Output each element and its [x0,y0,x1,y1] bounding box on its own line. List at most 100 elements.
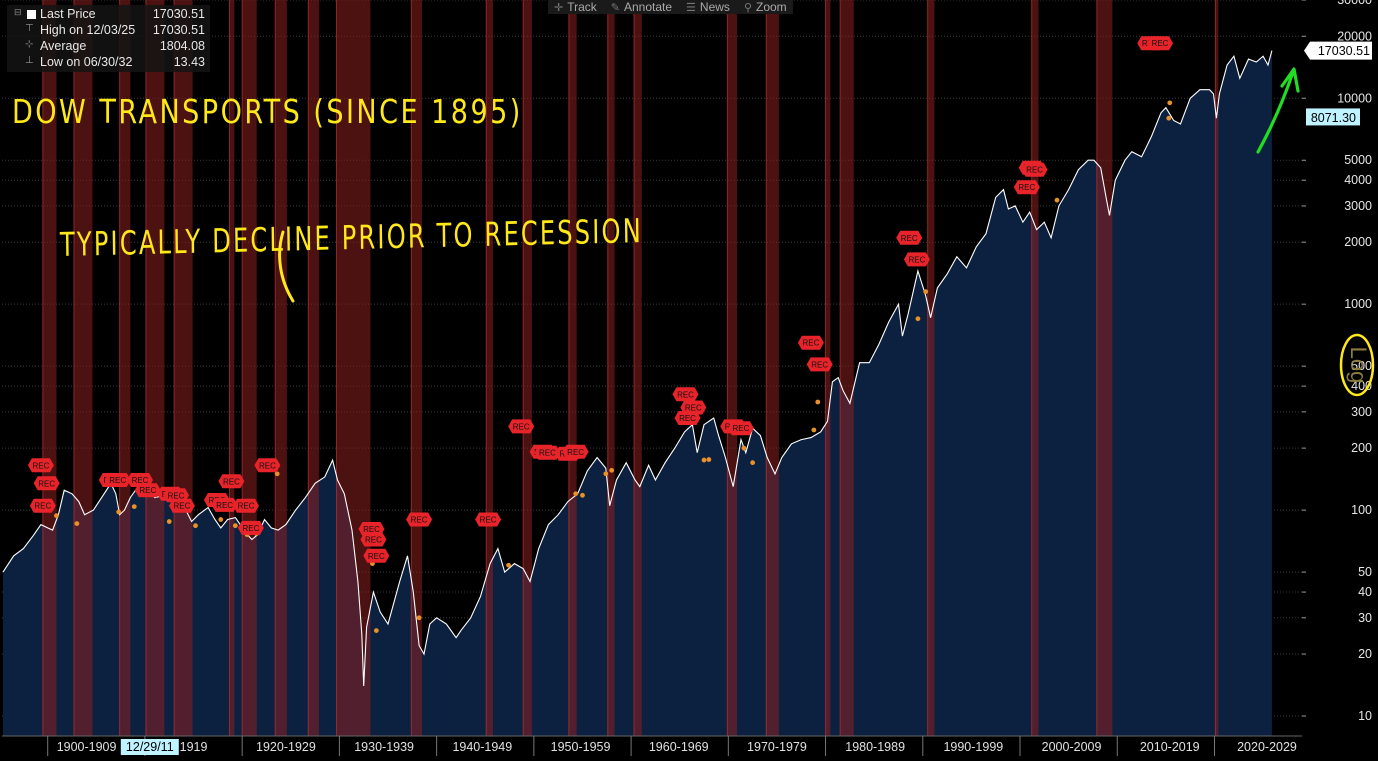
rec-flag: REC [27,458,54,473]
x-tick-label: 1919 [180,740,208,754]
recession-dot [603,471,609,477]
rec-flag-label: REC [216,501,233,510]
rec-flag-label: REC [480,516,497,525]
recession-band [766,0,779,736]
x-tick-label: 1940-1949 [452,740,512,754]
recession-dot [116,509,122,515]
recession-dot [815,399,821,405]
recession-dot [1054,197,1060,203]
rec-flag-shape [406,512,433,527]
news-label: News [699,0,730,14]
y-tick-label: 100 [1351,503,1372,517]
last-price-label: 17030.51 [1318,44,1370,58]
recession-dot [573,491,579,497]
rec-flag-label: REC [677,390,694,399]
rec-flag: REC [360,532,387,547]
x-tick-label: 1920-1929 [256,740,316,754]
rec-flag-label: REC [685,404,702,413]
rec-flag: REC [903,252,930,267]
recession-dot [915,316,921,322]
collapse-icon[interactable]: ⊟ [14,7,22,17]
rec-flag-shape [680,400,707,415]
recession-band [275,0,287,736]
rec-flag-shape [254,458,281,473]
legend-value: 1804.08 [159,39,205,53]
rec-flag-shape [218,474,245,489]
rec-flag-label: REC [363,525,380,534]
legend-row-average: ⊹ Average 1804.08 [7,39,210,55]
legend-panel[interactable]: ⊟ Last Price 17030.51 ⊤ High on 12/03/25… [7,5,210,72]
rec-flag-label: REC [34,502,51,511]
recession-band [607,0,615,736]
recession-dot [741,445,747,451]
rec-flag-label: REC [513,422,530,431]
recession-dot [54,513,59,519]
x-tick-label: 2020-2029 [1237,740,1297,754]
y-tick-label: 500 [1351,359,1372,373]
rec-flag-shape [33,476,60,491]
y-tick-label: 50 [1358,565,1372,579]
rec-flag: REC [508,419,535,434]
rec-flag-shape [104,473,131,487]
handwritten-title: DOW TRANSPORTS (SINCE 1895) [12,92,523,131]
rec-flag: REC [211,497,238,512]
recession-band [411,0,423,736]
rec-flag-shape [237,520,264,535]
log-scale-label: Log [1346,347,1371,384]
news-button[interactable]: ☰ News [686,0,730,14]
green-arrow-shaft [1256,70,1295,154]
y-tick-label: 40 [1358,585,1372,599]
x-tick-label: 1960-1969 [649,740,709,754]
rec-flag-label: REC [139,486,156,495]
rec-flag: REC [562,444,589,459]
recession-band [568,0,577,736]
high-marker-icon: ⊤ [25,23,34,34]
annotate-button[interactable]: ✎ Annotate [611,0,672,14]
rec-flag-label: REC [567,448,584,457]
recession-dot [131,504,137,510]
rec-flag-shape [134,483,161,498]
rec-flag: REC [896,230,923,245]
rec-flag: REC [254,458,281,473]
recession-dot [580,492,585,498]
recession-dot [609,467,615,473]
recession-band [927,0,935,736]
legend-label: High on 12/03/25 [40,23,136,37]
recession-band [145,0,165,736]
rec-flag-label: REC [539,449,556,458]
rec-flag-label: REC [259,461,276,470]
rec-flag-label: REC [38,479,55,488]
recession-dot [1167,100,1173,106]
zoom-button[interactable]: ⚲ Zoom [744,0,787,14]
rec-flag-shape [363,548,390,563]
rec-flag-label: REC [365,536,382,545]
recession-dot [166,519,172,524]
rec-flag: REC [104,473,131,487]
track-button[interactable]: ✛ Track [554,0,597,14]
y-tick-label: 4000 [1344,173,1372,187]
rec-flag-shape [672,387,699,402]
recession-dot [74,521,80,527]
recession-dot [232,523,238,529]
rec-flag-shape [727,421,754,436]
rec-flag-shape [806,357,833,372]
average-marker-icon: ⊹ [25,39,34,50]
rec-flag-label: REC [1152,39,1169,48]
legend-value: 13.43 [173,55,205,69]
rec-flag-label: REC [238,502,255,511]
rec-flag: REC [680,400,707,415]
x-tick-label: 1950-1959 [551,740,611,754]
rec-flag-label: REC [242,524,259,533]
y-tick-label: 20 [1358,647,1372,661]
rec-flag-label: REC [908,255,925,264]
average-price-box [1306,108,1360,126]
recession-dot [274,471,280,477]
rec-flag-label: REC [1018,183,1035,192]
legend-value: 17030.51 [152,7,205,21]
last-price-box [1304,41,1372,60]
y-tick-label: 5000 [1344,153,1372,167]
rec-flag: REC [363,548,390,563]
y-tick-label: 3000 [1344,199,1372,213]
